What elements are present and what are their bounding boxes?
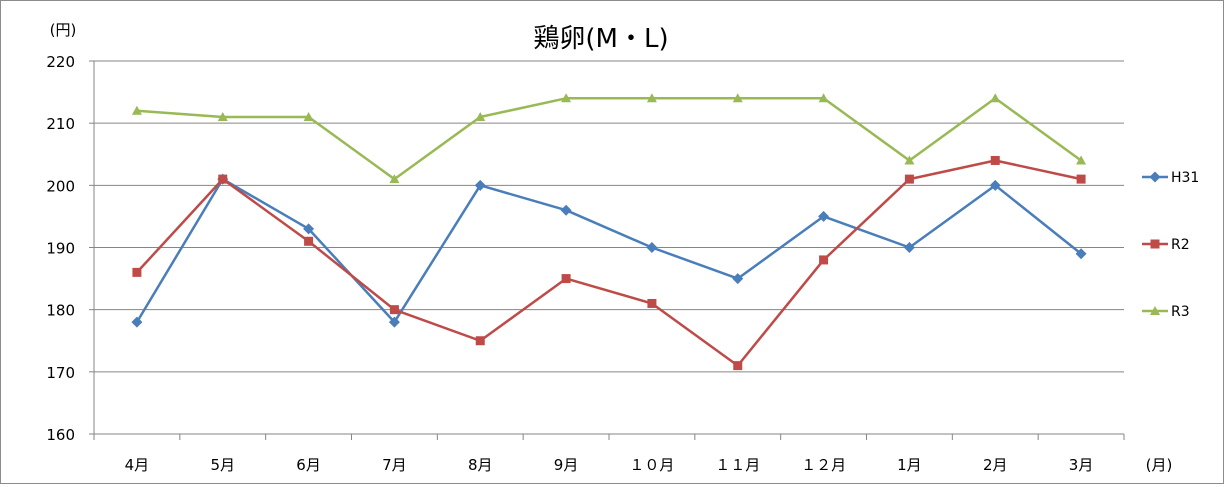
- data-point-r2: [561, 274, 571, 284]
- data-point-r2: [990, 155, 1000, 165]
- legend-marker-r3: [1150, 306, 1160, 315]
- x-tick-label: 7月: [382, 456, 407, 474]
- axes: 160 170 180 190 200 210 220 4月 5月 6月 7月 8月 9月 １０月 １１月 １…: [46, 53, 1125, 474]
- data-point-r2: [1076, 174, 1086, 184]
- data-point-r3: [303, 111, 314, 121]
- data-point-h31: [646, 242, 658, 253]
- x-tick-label: 9月: [554, 456, 579, 474]
- x-tick-label: 8月: [468, 456, 493, 474]
- data-point-r2: [304, 236, 314, 246]
- data-point-r2: [218, 174, 228, 184]
- legend-label-r2: R2: [1171, 237, 1190, 253]
- x-tick-label: 4月: [125, 456, 150, 474]
- data-point-h31: [560, 204, 572, 216]
- data-point-h31: [1075, 248, 1087, 260]
- series-r3: [131, 93, 1087, 184]
- legend-marker-h31: [1149, 171, 1161, 183]
- data-point-h31: [732, 273, 744, 285]
- series-line-h31: [135, 177, 1082, 324]
- x-tick-label: 6月: [296, 456, 321, 474]
- data-point-r2: [132, 267, 142, 277]
- y-tick-label: 220: [46, 53, 75, 71]
- data-point-h31: [131, 316, 143, 328]
- data-point-r2: [475, 336, 485, 346]
- x-tick-label: １１月: [715, 456, 760, 474]
- legend-label-h31: H31: [1171, 170, 1199, 186]
- data-point-r2: [389, 305, 399, 315]
- gridlines: [94, 60, 1124, 373]
- y-tick-label: 210: [46, 115, 75, 133]
- data-point-r3: [818, 93, 829, 103]
- data-point-h31: [474, 179, 486, 191]
- legend-marker-r2: [1150, 239, 1160, 249]
- x-tick-label: 2月: [983, 456, 1008, 474]
- legend-item-r3: R3: [1142, 304, 1190, 320]
- data-point-r3: [561, 93, 572, 103]
- series-lines: [131, 93, 1087, 371]
- series-r2: [132, 155, 1086, 371]
- x-tick-label: 3月: [1069, 456, 1094, 474]
- data-point-r3: [732, 93, 743, 103]
- legend: H31 R2 R3: [1142, 170, 1199, 320]
- chart-title: 鶏卵(M・L): [533, 24, 668, 54]
- y-axis-unit-label: (円): [50, 21, 77, 39]
- data-point-r3: [904, 155, 915, 165]
- x-tick-label: １２月: [801, 456, 846, 474]
- data-point-h31: [818, 210, 830, 222]
- data-point-r2: [904, 174, 914, 184]
- x-tick-label: 1月: [897, 456, 922, 474]
- data-point-h31: [989, 179, 1001, 191]
- data-point-r3: [475, 111, 486, 121]
- data-point-r3: [646, 93, 657, 103]
- series-line-r2: [135, 159, 1082, 367]
- x-tick-label: １０月: [629, 456, 674, 474]
- series-line-r3: [136, 97, 1082, 181]
- data-point-r3: [1076, 155, 1087, 165]
- y-tick-label: 200: [46, 177, 75, 195]
- y-tick-label: 180: [46, 302, 75, 320]
- data-point-r3: [389, 174, 400, 184]
- y-tick-label: 160: [46, 426, 75, 444]
- data-point-r3: [990, 93, 1001, 103]
- data-point-r3: [131, 105, 142, 115]
- data-point-r2: [819, 255, 829, 265]
- y-tick-label: 190: [46, 240, 75, 258]
- data-point-r2: [647, 298, 657, 308]
- legend-item-h31: H31: [1142, 170, 1199, 186]
- legend-label-r3: R3: [1171, 304, 1190, 320]
- data-point-h31: [303, 223, 315, 235]
- x-tick-label: 5月: [210, 456, 235, 474]
- data-point-r2: [733, 361, 743, 371]
- x-axis-unit-label: (月): [1146, 456, 1173, 474]
- data-point-r3: [217, 111, 228, 121]
- series-h31: [131, 173, 1087, 328]
- legend-item-r2: R2: [1142, 237, 1190, 253]
- y-tick-label: 170: [46, 364, 75, 382]
- data-point-h31: [903, 242, 915, 253]
- data-point-h31: [388, 316, 400, 328]
